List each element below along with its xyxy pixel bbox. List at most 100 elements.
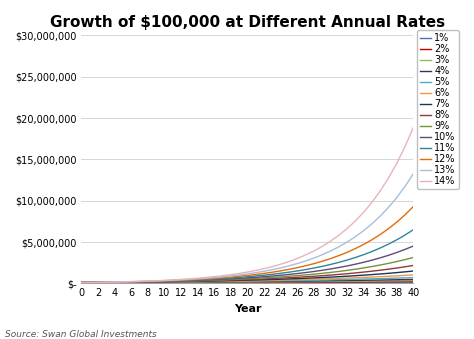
- 11%: [278, 271, 283, 275]
- 4%: [120, 280, 126, 284]
- 8%: [336, 273, 342, 277]
- 11%: [294, 269, 300, 273]
- 6%: [394, 274, 400, 278]
- 9%: [336, 270, 342, 274]
- 8%: [79, 281, 84, 285]
- 10%: [112, 280, 118, 284]
- 10%: [344, 264, 350, 268]
- 3%: [336, 279, 342, 283]
- 3%: [145, 280, 151, 284]
- 4%: [311, 279, 317, 283]
- 8%: [319, 274, 325, 278]
- 11%: [237, 275, 242, 279]
- 10%: [178, 279, 184, 283]
- 9%: [361, 266, 366, 270]
- 9%: [153, 280, 159, 284]
- 7%: [137, 280, 142, 284]
- 11%: [311, 266, 317, 270]
- 5%: [137, 280, 142, 284]
- 5%: [311, 278, 317, 282]
- 1%: [410, 280, 416, 284]
- 2%: [95, 280, 101, 284]
- 8%: [112, 280, 118, 284]
- 6%: [203, 279, 209, 283]
- 6%: [211, 279, 217, 283]
- 5%: [386, 276, 392, 280]
- 6%: [120, 280, 126, 284]
- 4%: [112, 280, 118, 284]
- 6%: [237, 279, 242, 283]
- 5%: [377, 277, 383, 281]
- 2%: [386, 280, 392, 284]
- 2%: [261, 280, 267, 284]
- 11%: [211, 277, 217, 281]
- 8%: [294, 275, 300, 279]
- 2%: [377, 280, 383, 284]
- 13%: [211, 276, 217, 280]
- 5%: [178, 280, 184, 284]
- 1%: [178, 280, 184, 284]
- 10%: [319, 268, 325, 272]
- 14%: [95, 280, 101, 284]
- 14%: [237, 272, 242, 276]
- 7%: [410, 269, 416, 273]
- 2%: [153, 280, 159, 284]
- Line: 5%: 5%: [82, 278, 413, 283]
- 9%: [220, 278, 226, 282]
- 5%: [369, 277, 375, 281]
- Line: 7%: 7%: [82, 271, 413, 283]
- 11%: [153, 279, 159, 283]
- 7%: [228, 279, 234, 283]
- 4%: [137, 280, 142, 284]
- 2%: [211, 280, 217, 284]
- 10%: [195, 278, 201, 282]
- 7%: [361, 273, 366, 277]
- 7%: [145, 280, 151, 284]
- 3%: [195, 280, 201, 284]
- 3%: [128, 280, 134, 284]
- 14%: [245, 270, 250, 274]
- 1%: [162, 280, 167, 284]
- 8%: [103, 280, 109, 284]
- 7%: [319, 276, 325, 280]
- 10%: [253, 275, 259, 279]
- 13%: [170, 278, 175, 282]
- 8%: [344, 272, 350, 276]
- 9%: [95, 280, 101, 284]
- 7%: [402, 270, 408, 274]
- 14%: [79, 281, 84, 285]
- 6%: [286, 278, 292, 282]
- 5%: [128, 280, 134, 284]
- 4%: [95, 280, 101, 284]
- 3%: [303, 280, 309, 284]
- 1%: [261, 280, 267, 284]
- 4%: [361, 278, 366, 282]
- 12%: [186, 278, 192, 282]
- 4%: [211, 280, 217, 284]
- 9%: [286, 274, 292, 278]
- 5%: [294, 278, 300, 282]
- 5%: [87, 280, 92, 284]
- 11%: [410, 227, 416, 232]
- 10%: [369, 258, 375, 262]
- 8%: [237, 278, 242, 282]
- 12%: [344, 250, 350, 254]
- 2%: [278, 280, 283, 284]
- 14%: [195, 276, 201, 280]
- 13%: [87, 280, 92, 284]
- Line: 1%: 1%: [82, 282, 413, 283]
- 13%: [178, 278, 184, 282]
- 3%: [261, 280, 267, 284]
- 11%: [162, 279, 167, 283]
- 14%: [386, 176, 392, 180]
- Line: 2%: 2%: [82, 282, 413, 283]
- 10%: [353, 262, 358, 266]
- 7%: [103, 280, 109, 284]
- 13%: [319, 253, 325, 257]
- 13%: [128, 280, 134, 284]
- 9%: [261, 276, 267, 280]
- 6%: [112, 280, 118, 284]
- 2%: [145, 280, 151, 284]
- 10%: [261, 275, 267, 279]
- Line: 3%: 3%: [82, 281, 413, 283]
